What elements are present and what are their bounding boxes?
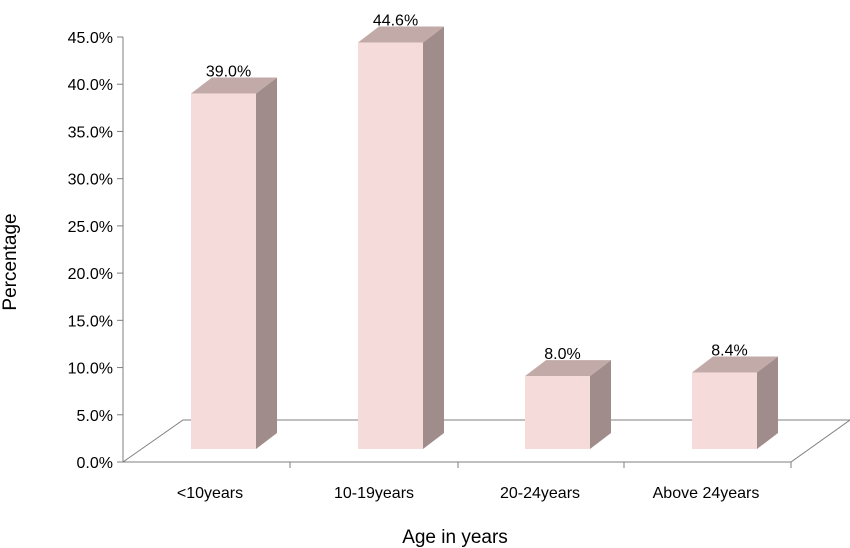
bar-front — [358, 42, 423, 449]
y-tick-label: 25.0% — [68, 219, 113, 236]
data-label: 8.4% — [711, 342, 747, 359]
category-label: Above 24years — [653, 485, 760, 502]
category-label: 10-19years — [334, 485, 414, 502]
y-tick-label: 5.0% — [77, 408, 113, 425]
bar-side — [256, 77, 277, 449]
data-label: 39.0% — [206, 64, 251, 81]
bar-top — [692, 356, 778, 373]
y-axis: 0.0% 5.0% 10.0% 15.0% 20.0% 25.0% 30.0% 35.0% 40… — [68, 30, 124, 472]
bar: 39.0% — [191, 64, 277, 449]
bar-front — [692, 372, 757, 449]
bar-top — [191, 77, 277, 94]
y-tick-label: 35.0% — [68, 124, 113, 141]
x-axis-title: Age in years — [402, 527, 508, 548]
bar-side — [757, 356, 778, 449]
category-label: 20-24years — [500, 485, 580, 502]
bar-side — [590, 360, 611, 449]
bar: 44.6% — [358, 13, 444, 449]
y-tick-label: 40.0% — [68, 77, 113, 94]
bar: 8.0% — [525, 346, 611, 449]
category-label: <10years — [177, 485, 243, 502]
y-tick-label: 30.0% — [68, 172, 113, 189]
bar-top — [358, 26, 444, 43]
bar-series: 39.0% 44.6% 8.0% 8.4% — [191, 13, 778, 449]
floor-outline — [121, 419, 850, 463]
bar-top — [525, 360, 611, 377]
category-axis: <10years 10-19years 20-24years Above 24year… — [177, 462, 792, 502]
y-tick-label: 20.0% — [68, 266, 113, 283]
bar-front — [191, 93, 256, 449]
y-tick-label: 15.0% — [68, 313, 113, 330]
y-tick-label: 0.0% — [77, 455, 113, 472]
y-axis-title: Percentage — [0, 213, 21, 310]
data-label: 44.6% — [373, 13, 418, 30]
y-tick-label: 45.0% — [68, 30, 113, 47]
y-tick-label: 10.0% — [68, 361, 113, 378]
bar-side — [423, 26, 444, 449]
chart-floor — [121, 419, 850, 463]
bar-front — [525, 376, 590, 449]
bar: 8.4% — [692, 342, 778, 449]
data-label: 8.0% — [544, 346, 580, 363]
